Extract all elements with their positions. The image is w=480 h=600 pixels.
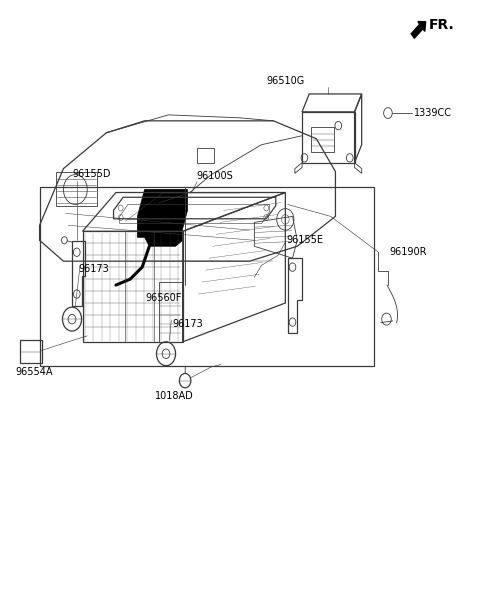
Text: 96155E: 96155E xyxy=(287,235,324,245)
Polygon shape xyxy=(144,232,183,246)
Text: 96100S: 96100S xyxy=(197,170,234,181)
Polygon shape xyxy=(137,190,188,237)
Text: 96560F: 96560F xyxy=(145,293,182,303)
Text: 96173: 96173 xyxy=(172,319,203,329)
Text: FR.: FR. xyxy=(429,18,454,32)
Text: 96173: 96173 xyxy=(79,264,109,274)
Text: 96554A: 96554A xyxy=(16,367,53,377)
Text: 96510G: 96510G xyxy=(266,76,304,86)
FancyArrow shape xyxy=(411,22,426,38)
Text: 96190R: 96190R xyxy=(389,247,427,257)
Bar xyxy=(20,340,42,363)
Text: 1018AD: 1018AD xyxy=(155,391,193,401)
Text: 1339CC: 1339CC xyxy=(414,108,452,118)
Bar xyxy=(39,187,373,365)
Text: 96155D: 96155D xyxy=(72,169,110,179)
